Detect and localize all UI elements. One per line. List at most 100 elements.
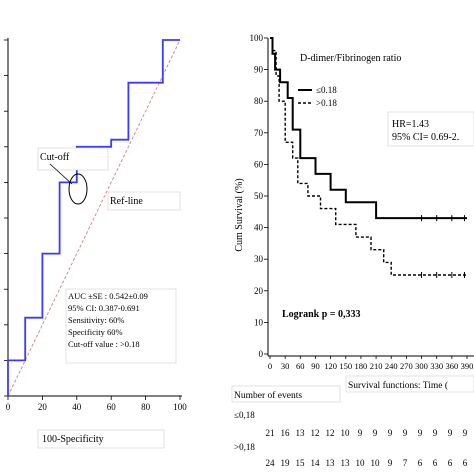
roc-reference-line <box>7 39 181 397</box>
risk-table-cell: 12 <box>311 428 320 438</box>
km-x-tick-label: 180 <box>355 361 368 371</box>
roc-x-tick-label: 100 <box>173 402 187 412</box>
km-x-tick-label: 270 <box>400 361 413 371</box>
roc-x-tick-label: 40 <box>72 402 82 412</box>
cutoff-pointer <box>49 163 73 185</box>
risk-functions-box <box>345 375 474 393</box>
risk-table-cell: 10 <box>371 458 381 468</box>
km-x-tick-label: 330 <box>430 361 443 371</box>
km-legend-high: >0.18 <box>316 98 337 108</box>
roc-x-tick-label: 20 <box>38 402 48 412</box>
km-y-tick-label: 90 <box>254 65 264 75</box>
km-ci: 95% CI= 0.69-2. <box>392 132 459 143</box>
risk-table-cell: 10 <box>341 428 351 438</box>
risk-table-cell: 16 <box>281 428 291 438</box>
risk-table-cell: 9 <box>373 428 378 438</box>
km-y-tick-label: 40 <box>254 223 264 233</box>
risk-table-cell: 13 <box>341 458 351 468</box>
roc-x-tick-label: 0 <box>6 402 11 412</box>
km-x-tick-label: 30 <box>281 361 290 371</box>
roc-curve-line <box>7 39 180 396</box>
risk-table-cell: 9 <box>358 428 363 438</box>
risk-table-cell: 6 <box>463 458 468 468</box>
stat-cutoff-value: Cut-off value : >0.18 <box>68 339 140 349</box>
risk-row-high-label: >0,18 <box>234 442 255 452</box>
km-x-tick-label: 60 <box>296 361 305 371</box>
km-series-low <box>270 37 467 220</box>
cutoff-label: Cut-off <box>40 152 70 163</box>
risk-row-low-label: ≤0,18 <box>234 410 255 420</box>
cutoff-circle <box>68 173 88 205</box>
km-series-high <box>270 37 467 276</box>
roc-x-tick-label: 60 <box>107 402 117 412</box>
km-logrank: Logrank p = 0,333 <box>282 309 361 320</box>
km-y-tick-label: 0 <box>259 349 264 359</box>
km-x-tick-labels: 0 30 60 90 120 150 180 210 240 270 300 330 360 390 <box>268 361 474 371</box>
km-y-tick-label: 60 <box>254 159 264 169</box>
stat-specificity: Specificity 60% <box>68 327 123 337</box>
risk-table-cell: 24 <box>266 458 276 468</box>
risk-table-cell: 7 <box>403 458 408 468</box>
km-x-tick-label: 150 <box>339 361 352 371</box>
roc-x-tick-label: 80 <box>141 402 151 412</box>
km-y-tick-label: 30 <box>254 254 264 264</box>
roc-chart: 0 20 40 60 80 100 Cut-off Ref-line AUC ±SE : … <box>4 38 188 449</box>
risk-functions-label: Survival functions: Time ( <box>348 380 448 391</box>
roc-stats-box <box>65 288 177 364</box>
risk-table-cell: 12 <box>326 428 335 438</box>
risk-table-cell: 9 <box>448 428 453 438</box>
risk-table-cell: 6 <box>433 458 438 468</box>
risk-table-cell: 9 <box>388 458 393 468</box>
risk-table-cell: 9 <box>418 428 423 438</box>
km-x-tick-label: 390 <box>461 361 474 371</box>
km-x-tick-label: 0 <box>268 361 272 371</box>
risk-table-values: 21 16 13 12 12 10 9 9 9 9 9 9 9 924 19 15 14 13 13 10 10 9 7 6 6… <box>266 428 468 468</box>
roc-x-axis-label: 100-Specificity <box>42 434 104 445</box>
km-legend-low: ≤0.18 <box>316 85 337 95</box>
km-y-axis-label: Cum Survival (%) <box>234 178 245 251</box>
risk-table-cell: 6 <box>418 458 423 468</box>
risk-table-cell: 9 <box>433 428 438 438</box>
km-x-tick-label: 120 <box>324 361 337 371</box>
risk-table-cell: 13 <box>296 428 306 438</box>
risk-table-cell: 6 <box>448 458 453 468</box>
km-y-tick-label: 70 <box>254 128 264 138</box>
stat-sensitivity: Sensitivity: 60% <box>68 315 124 325</box>
risk-table-cell: 9 <box>388 428 393 438</box>
km-y-tick-labels: 0 10 20 30 40 50 60 70 80 90 100 <box>250 33 264 359</box>
km-x-tick-label: 360 <box>445 361 458 371</box>
km-legend-title: D-dimer/Fibrinogen ratio <box>300 53 401 64</box>
km-y-tick-label: 10 <box>254 317 264 327</box>
km-y-tick-label: 80 <box>254 96 264 106</box>
risk-events-box <box>231 385 341 403</box>
roc-xlabel-box <box>37 429 165 449</box>
stat-auc: AUC ±SE : 0.542±0.09 <box>68 291 148 301</box>
km-x-tick-label: 210 <box>370 361 383 371</box>
refline-label: Ref-line <box>110 196 143 207</box>
km-x-tick-label: 240 <box>385 361 398 371</box>
km-hr-box <box>387 111 474 147</box>
roc-tick-labels: 0 20 40 60 80 100 <box>6 402 188 412</box>
risk-table-cell: 14 <box>311 458 321 468</box>
roc-tick-marks <box>4 39 181 400</box>
risk-table-cell: 13 <box>326 458 336 468</box>
refline-label-box <box>107 191 181 211</box>
risk-table-cell: 21 <box>266 428 275 438</box>
km-tick-marks <box>264 37 468 359</box>
cutoff-label-box <box>37 147 109 171</box>
risk-table-cell: 10 <box>356 458 366 468</box>
risk-events-label: Number of events <box>234 390 302 401</box>
km-x-tick-label: 90 <box>311 361 320 371</box>
km-x-tick-label: 300 <box>415 361 428 371</box>
risk-table-cell: 9 <box>403 428 408 438</box>
km-hr: HR=1.43 <box>392 119 429 130</box>
km-y-tick-label: 100 <box>250 33 264 43</box>
stat-ci: 95% CI: 0.387-0.691 <box>68 303 140 313</box>
km-y-tick-label: 20 <box>254 286 264 296</box>
risk-table-cell: 19 <box>281 458 291 468</box>
risk-table-cell: 15 <box>296 458 306 468</box>
km-y-tick-label: 50 <box>254 191 264 201</box>
risk-table-cell: 9 <box>463 428 468 438</box>
